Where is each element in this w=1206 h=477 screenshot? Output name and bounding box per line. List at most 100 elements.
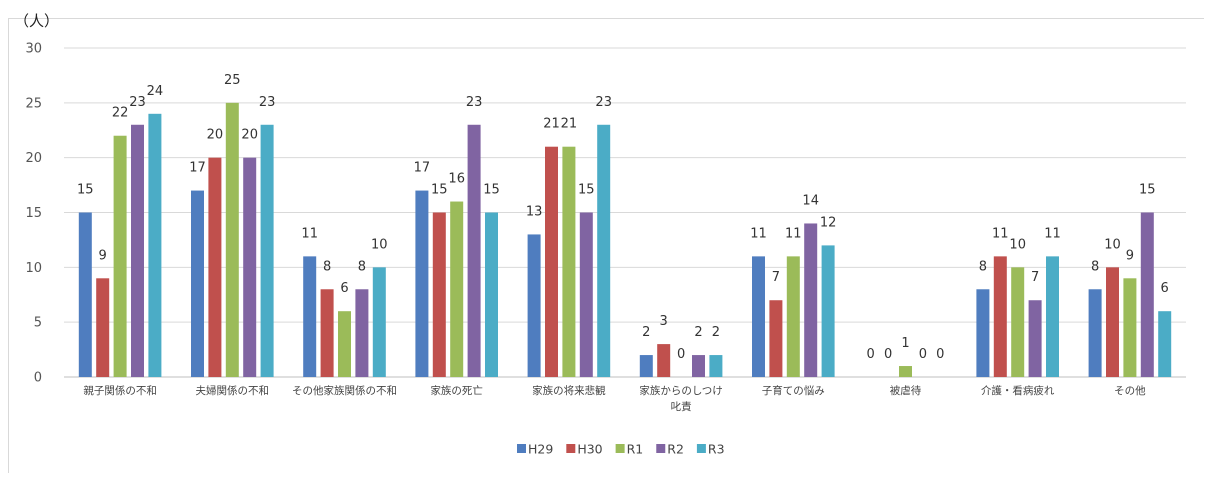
data-label: 25: [224, 73, 241, 88]
bar-R2-9: [1140, 212, 1154, 377]
y-tick-label: 5: [34, 316, 42, 331]
bar-R2-3: [467, 124, 481, 378]
category-label: 介護・看病疲れ: [981, 384, 1055, 397]
legend-label-H30: H30: [577, 442, 602, 457]
bar-R1-1: [225, 102, 239, 377]
data-label: 15: [431, 183, 448, 198]
legend-swatch-R1: [615, 444, 625, 453]
bar-R2-8: [1028, 300, 1042, 377]
y-tick-label: 10: [25, 261, 42, 276]
bar-H29-6: [752, 256, 765, 377]
bar-R3-1: [260, 124, 274, 378]
data-label: 17: [189, 161, 206, 176]
bar-R3-9: [1158, 311, 1172, 377]
data-label: 12: [820, 215, 837, 230]
data-label: 21: [561, 117, 578, 132]
data-label: 9: [1126, 248, 1134, 263]
data-label: 23: [466, 95, 483, 110]
bar-R1-4: [562, 146, 576, 377]
category-label: 家族からのしつけ: [639, 384, 722, 397]
data-label: 20: [207, 128, 224, 143]
data-label: 0: [867, 347, 875, 362]
data-label: 16: [448, 172, 465, 187]
legend-swatch-H29: [517, 444, 526, 453]
data-label: 0: [677, 347, 685, 362]
bar-R1-3: [450, 201, 464, 377]
data-label: 11: [301, 226, 318, 241]
legend-label-R3: R3: [708, 442, 725, 457]
bar-H30-0: [96, 278, 110, 377]
bar-H29-2: [303, 256, 317, 377]
data-label: 22: [112, 106, 129, 121]
bar-R3-3: [485, 212, 498, 377]
bar-H30-4: [545, 146, 558, 377]
data-label: 2: [712, 325, 720, 340]
category-label: 被虐待: [890, 384, 922, 397]
data-label: 10: [1104, 237, 1121, 252]
category-label: 叱責: [671, 400, 692, 413]
data-label: 0: [936, 347, 944, 362]
data-label: 8: [1091, 259, 1099, 274]
bar-H29-9: [1088, 289, 1102, 377]
bar-R3-8: [1046, 256, 1059, 377]
data-label: 23: [595, 95, 612, 110]
bar-R1-9: [1123, 278, 1137, 377]
bar-H29-3: [415, 190, 429, 377]
legend-swatch-R3: [696, 444, 706, 453]
data-label: 15: [77, 183, 94, 198]
data-label: 15: [483, 183, 500, 198]
data-label: 11: [1044, 226, 1061, 241]
bar-R2-0: [131, 124, 144, 378]
bar-H30-3: [432, 212, 446, 377]
data-label: 1: [901, 336, 909, 351]
bar-R3-4: [597, 124, 611, 378]
bar-R3-0: [148, 113, 162, 378]
category-label: 子育ての悩み: [762, 384, 825, 397]
category-label: 家族の死亡: [430, 384, 483, 397]
bar-H30-8: [993, 256, 1007, 377]
bar-R1-7: [899, 366, 912, 377]
bar-R3-5: [709, 355, 723, 377]
legend-label-R2: R2: [667, 442, 684, 457]
data-label: 8: [323, 259, 331, 274]
data-label: 6: [340, 281, 348, 296]
bar-R3-6: [821, 245, 835, 377]
legend-swatch-H30: [566, 444, 576, 453]
category-label: その他家族関係の不和: [292, 384, 397, 397]
bar-R1-2: [338, 311, 351, 377]
data-label: 0: [919, 347, 927, 362]
data-label: 15: [578, 183, 595, 198]
data-label: 2: [694, 325, 702, 340]
data-label: 9: [99, 248, 107, 263]
category-label: 家族の将来悲観: [532, 384, 606, 397]
y-tick-label: 30: [25, 42, 42, 57]
data-label: 17: [414, 161, 431, 176]
bar-H29-4: [527, 234, 541, 377]
data-label: 14: [802, 193, 819, 208]
category-label: 夫婦関係の不和: [196, 385, 270, 397]
legend-swatch-R2: [656, 444, 666, 453]
bar-H29-0: [78, 212, 92, 377]
data-label: 23: [259, 95, 276, 110]
y-unit-label: （人）: [14, 12, 60, 30]
data-label: 8: [979, 259, 987, 274]
data-label: 6: [1161, 281, 1169, 296]
data-label: 15: [1139, 183, 1156, 198]
data-label: 20: [241, 128, 258, 143]
bar-R1-8: [1011, 267, 1025, 377]
bar-H30-2: [320, 289, 334, 377]
data-label: 10: [371, 237, 388, 252]
category-label: 親子関係の不和: [83, 384, 157, 397]
bar-R1-0: [113, 135, 127, 377]
bar-R2-4: [579, 212, 593, 377]
bar-H30-1: [208, 157, 222, 377]
data-label: 13: [526, 204, 543, 219]
y-tick-label: 0: [34, 371, 42, 386]
data-label: 10: [1009, 237, 1026, 252]
data-label: 11: [750, 226, 767, 241]
bar-R2-1: [243, 157, 257, 377]
data-label: 3: [660, 314, 668, 329]
bar-H29-8: [976, 289, 990, 377]
chart-frame: [8, 18, 1204, 473]
